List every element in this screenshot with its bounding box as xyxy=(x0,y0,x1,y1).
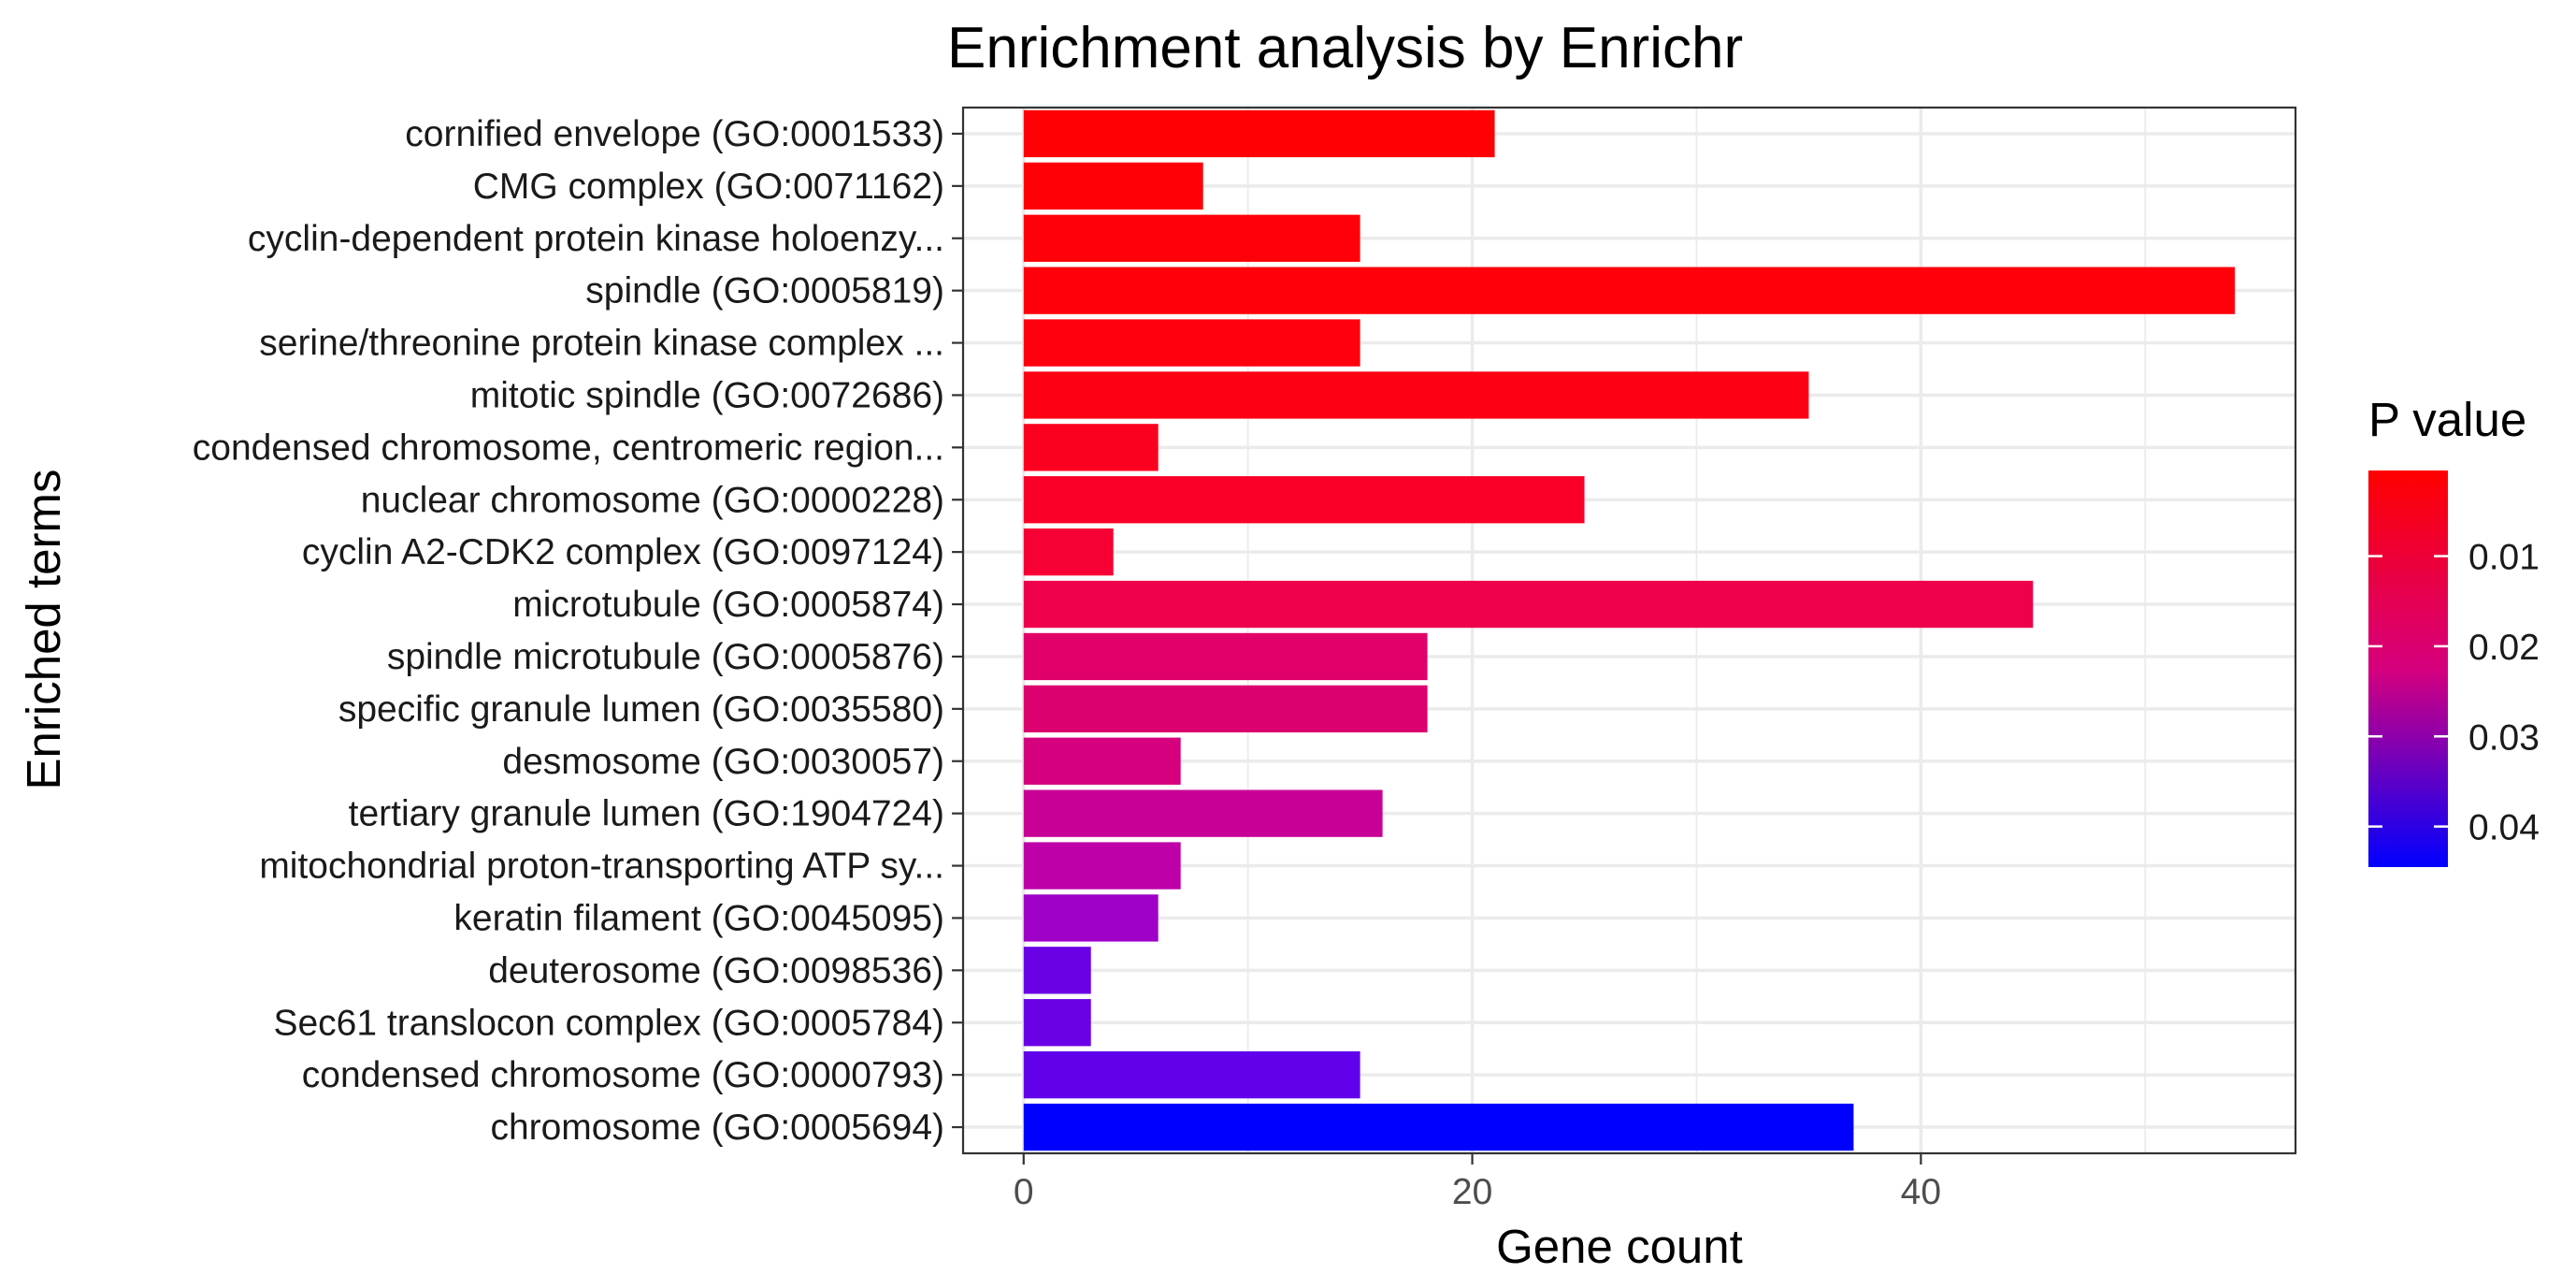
y-tick-label: cornified envelope (GO:0001533) xyxy=(405,114,944,154)
y-tick-label: keratin filament (GO:0045095) xyxy=(453,898,944,938)
y-tick-label: microtubule (GO:0005874) xyxy=(512,585,944,625)
x-tick-label: 0 xyxy=(1014,1172,1034,1212)
y-tick-label: condensed chromosome, centromeric region… xyxy=(193,427,944,468)
x-axis: 0 20 40 xyxy=(1014,1153,1941,1212)
bar xyxy=(1023,1050,1360,1099)
plot-panel xyxy=(963,108,2295,1153)
legend-color-bar xyxy=(2368,470,2448,867)
bar xyxy=(1023,947,1091,994)
bar xyxy=(1023,476,1585,524)
y-tick-label: spindle (GO:0005819) xyxy=(585,271,944,311)
legend-tick-label: 0.01 xyxy=(2468,538,2540,578)
bar xyxy=(1023,528,1114,576)
x-tick-label: 20 xyxy=(1452,1172,1492,1212)
y-axis: cornified envelope (GO:0001533) CMG compl… xyxy=(193,114,963,1148)
bar xyxy=(1023,580,2034,629)
bar xyxy=(1023,109,1495,158)
bar xyxy=(1023,632,1428,681)
y-tick-label: mitotic spindle (GO:0072686) xyxy=(470,375,944,415)
panel-border xyxy=(961,106,2297,1155)
y-tick-label: cyclin A2-CDK2 complex (GO:0097124) xyxy=(302,532,944,572)
y-tick-label: spindle microtubule (GO:0005876) xyxy=(387,637,944,677)
bar xyxy=(1023,424,1158,471)
legend-tick-label: 0.02 xyxy=(2468,628,2540,668)
legend-title: P value xyxy=(2368,393,2526,446)
legend-tick-label: 0.04 xyxy=(2468,808,2540,848)
bar xyxy=(1023,685,1428,733)
y-axis-title: Enriched terms xyxy=(17,470,70,790)
bar xyxy=(1023,319,1360,367)
bar xyxy=(1023,894,1158,942)
y-tick-label: tertiary granule lumen (GO:1904724) xyxy=(349,794,944,834)
x-tick-label: 40 xyxy=(1901,1172,1941,1212)
y-tick-label: cyclin-dependent protein kinase holoenzy… xyxy=(248,219,944,259)
y-tick-label: deuterosome (GO:0098536) xyxy=(488,950,944,991)
y-tick-label: desmosome (GO:0030057) xyxy=(502,742,944,782)
y-tick-label: chromosome (GO:0005694) xyxy=(490,1107,944,1148)
y-tick-label: CMG complex (GO:0071162) xyxy=(473,166,944,207)
bar xyxy=(1023,842,1181,890)
y-tick-label: serine/threonine protein kinase complex … xyxy=(259,324,944,364)
bar xyxy=(1023,1103,1854,1151)
bar xyxy=(1023,214,1360,262)
x-axis-title: Gene count xyxy=(1496,1220,1743,1273)
bar xyxy=(1023,267,2236,314)
y-tick-label: nuclear chromosome (GO:0000228) xyxy=(361,480,944,520)
panel-background xyxy=(963,108,2295,1153)
bar xyxy=(1023,371,1809,419)
bars xyxy=(961,106,2297,1155)
y-tick-label: specific granule lumen (GO:0035580) xyxy=(338,689,944,730)
bar xyxy=(1023,737,1181,785)
legend-tick-label: 0.03 xyxy=(2468,717,2540,758)
chart-title: Enrichment analysis by Enrichr xyxy=(947,16,1743,80)
legend-ticks: 0.01 0.02 0.03 0.04 xyxy=(2368,538,2540,848)
bar xyxy=(1023,999,1091,1047)
y-tick-label: condensed chromosome (GO:0000793) xyxy=(302,1055,944,1095)
y-tick-label: mitochondrial proton-transporting ATP sy… xyxy=(259,847,944,887)
bar xyxy=(1023,162,1203,210)
y-tick-label: Sec61 translocon complex (GO:0005784) xyxy=(273,1003,944,1043)
legend: P value 0.01 0.02 0.03 0.04 xyxy=(2368,393,2540,867)
bar xyxy=(1023,789,1383,837)
